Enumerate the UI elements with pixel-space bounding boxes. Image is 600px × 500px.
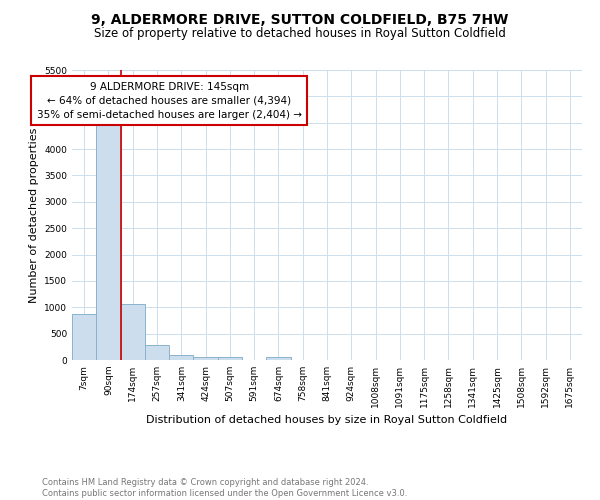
- Bar: [145, 345, 169, 360]
- Bar: [193, 356, 218, 360]
- Text: 9 ALDERMORE DRIVE: 145sqm
← 64% of detached houses are smaller (4,394)
35% of se: 9 ALDERMORE DRIVE: 145sqm ← 64% of detac…: [37, 82, 302, 120]
- X-axis label: Distribution of detached houses by size in Royal Sutton Coldfield: Distribution of detached houses by size …: [146, 416, 508, 426]
- Text: 9, ALDERMORE DRIVE, SUTTON COLDFIELD, B75 7HW: 9, ALDERMORE DRIVE, SUTTON COLDFIELD, B7…: [91, 12, 509, 26]
- Text: Contains HM Land Registry data © Crown copyright and database right 2024.
Contai: Contains HM Land Registry data © Crown c…: [42, 478, 407, 498]
- Bar: [266, 357, 290, 360]
- Bar: [72, 314, 96, 360]
- Bar: [169, 356, 193, 360]
- Bar: [96, 121, 121, 360]
- Text: Size of property relative to detached houses in Royal Sutton Coldfield: Size of property relative to detached ho…: [94, 28, 506, 40]
- Y-axis label: Number of detached properties: Number of detached properties: [29, 128, 38, 302]
- Bar: [218, 357, 242, 360]
- Bar: [121, 304, 145, 360]
